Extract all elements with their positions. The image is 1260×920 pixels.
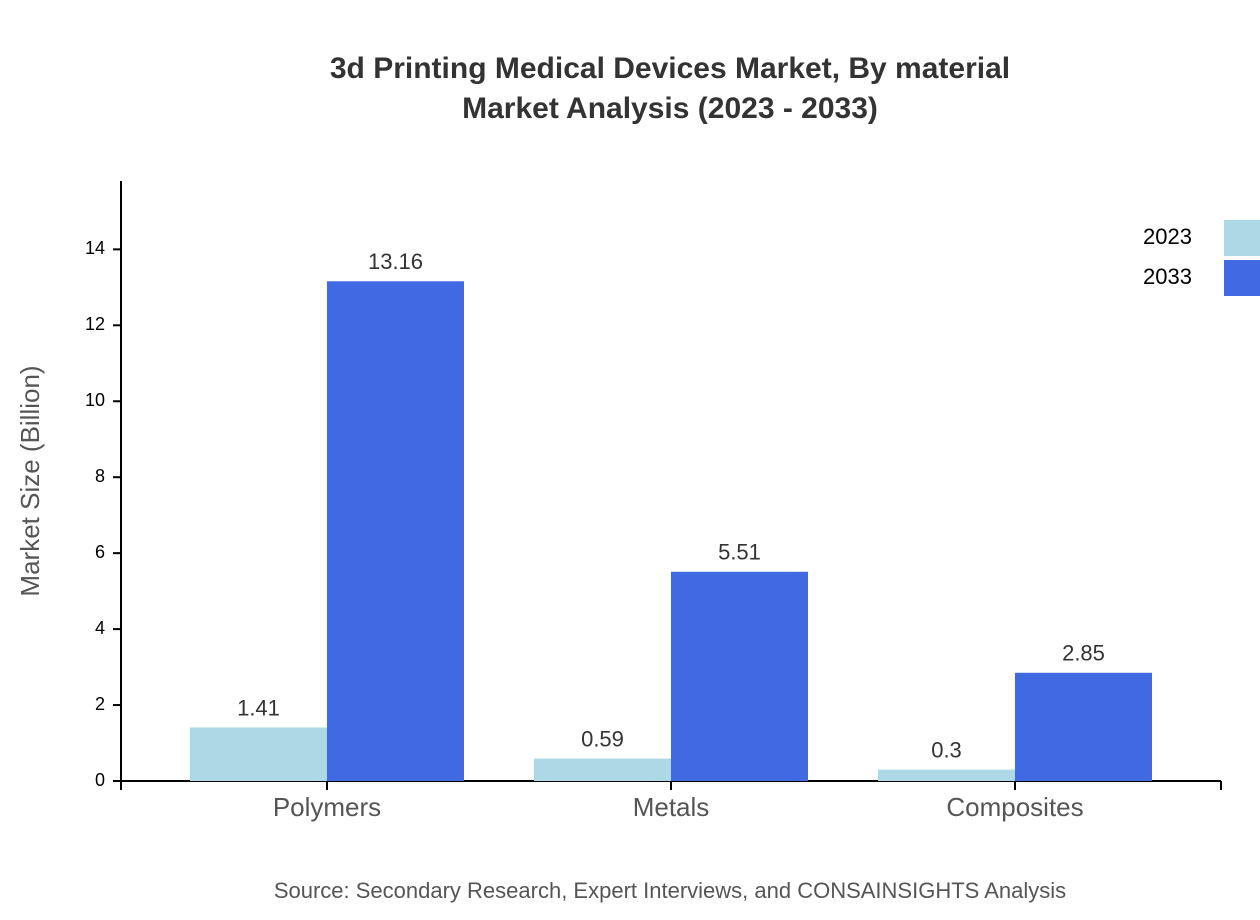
y-tick-label: 0 [95,770,105,790]
value-label: 2.85 [1062,641,1105,666]
y-tick-label: 10 [85,390,105,410]
legend-swatch [1224,220,1260,256]
source-note: Source: Secondary Research, Expert Inter… [274,878,1066,903]
bar [190,727,327,781]
legend-label: 2023 [1143,224,1192,249]
bar [534,758,671,781]
y-tick-label: 14 [85,238,105,258]
y-tick-label: 2 [95,694,105,714]
value-label: 5.51 [718,540,761,565]
bar [1015,672,1152,781]
value-label: 0.59 [581,726,624,751]
legend-swatch [1224,260,1260,296]
x-tick-label: Composites [946,792,1083,822]
value-label: 1.41 [237,695,280,720]
y-tick-label: 6 [95,542,105,562]
x-tick-label: Polymers [273,792,381,822]
bar [878,769,1015,781]
bar [671,571,808,781]
x-tick-label: Metals [633,792,710,822]
y-tick-label: 4 [95,618,105,638]
y-tick-label: 8 [95,466,105,486]
legend-label: 2033 [1143,264,1192,289]
bar [327,281,464,781]
y-tick-label: 12 [85,314,105,334]
value-label: 0.3 [931,737,962,762]
chart-title: 3d Printing Medical Devices Market, By m… [330,52,1010,85]
value-label: 13.16 [368,249,423,274]
y-axis-label: Market Size (Billion) [15,365,45,596]
chart-subtitle: Market Analysis (2023 - 2033) [462,92,878,125]
